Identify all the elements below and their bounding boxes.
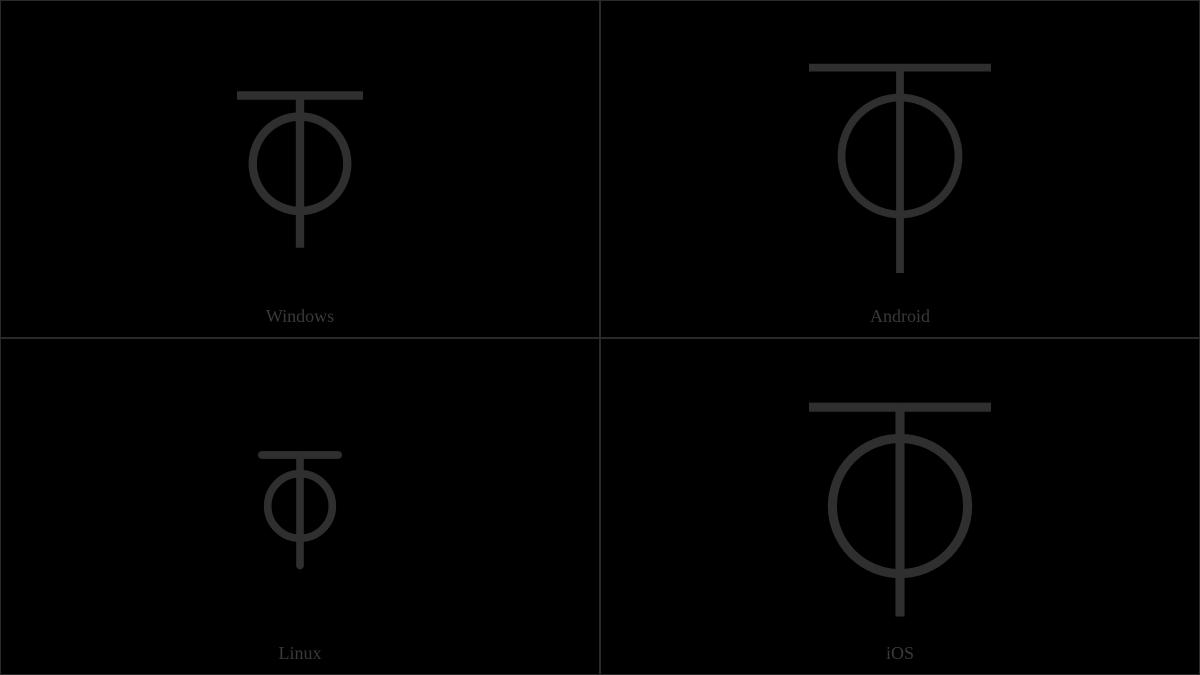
cell-linux: Linux [0,338,600,675]
cell-ios: iOS [600,338,1200,675]
glyph-linux [1,339,599,675]
glyph-comparison-grid: Windows Android Linux iOS [0,0,1200,675]
caption-windows: Windows [1,306,599,327]
glyph-windows [1,1,599,337]
caption-linux: Linux [1,643,599,664]
caption-ios: iOS [601,643,1199,664]
cell-android: Android [600,0,1200,338]
caption-android: Android [601,306,1199,327]
cell-windows: Windows [0,0,600,338]
glyph-ios [601,339,1199,675]
glyph-android [601,1,1199,337]
